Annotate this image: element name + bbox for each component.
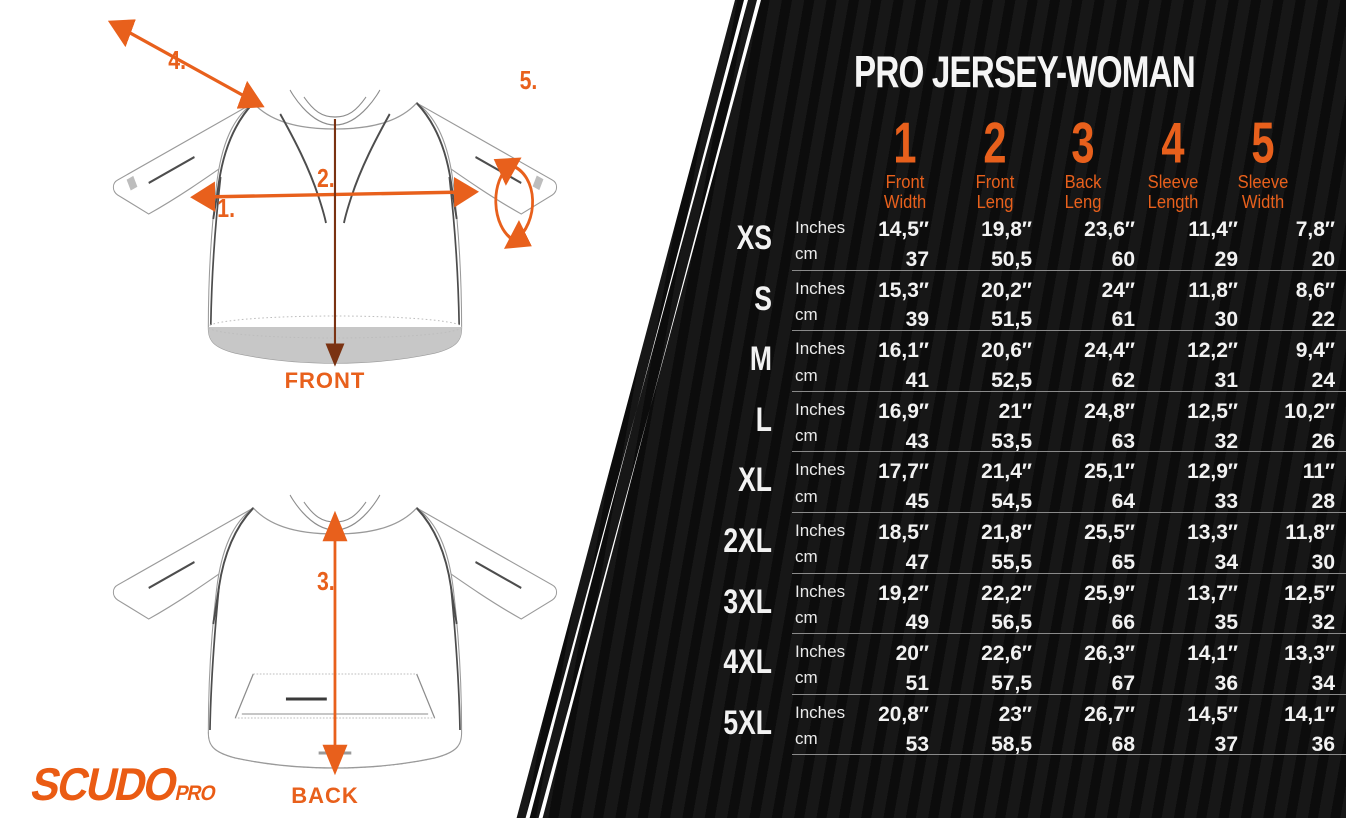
- svg-text:1.: 1.: [217, 195, 235, 223]
- svg-text:3.: 3.: [317, 568, 335, 596]
- svg-text:5.: 5.: [520, 67, 538, 95]
- svg-text:2.: 2.: [317, 165, 335, 193]
- svg-text:4.: 4.: [168, 47, 186, 75]
